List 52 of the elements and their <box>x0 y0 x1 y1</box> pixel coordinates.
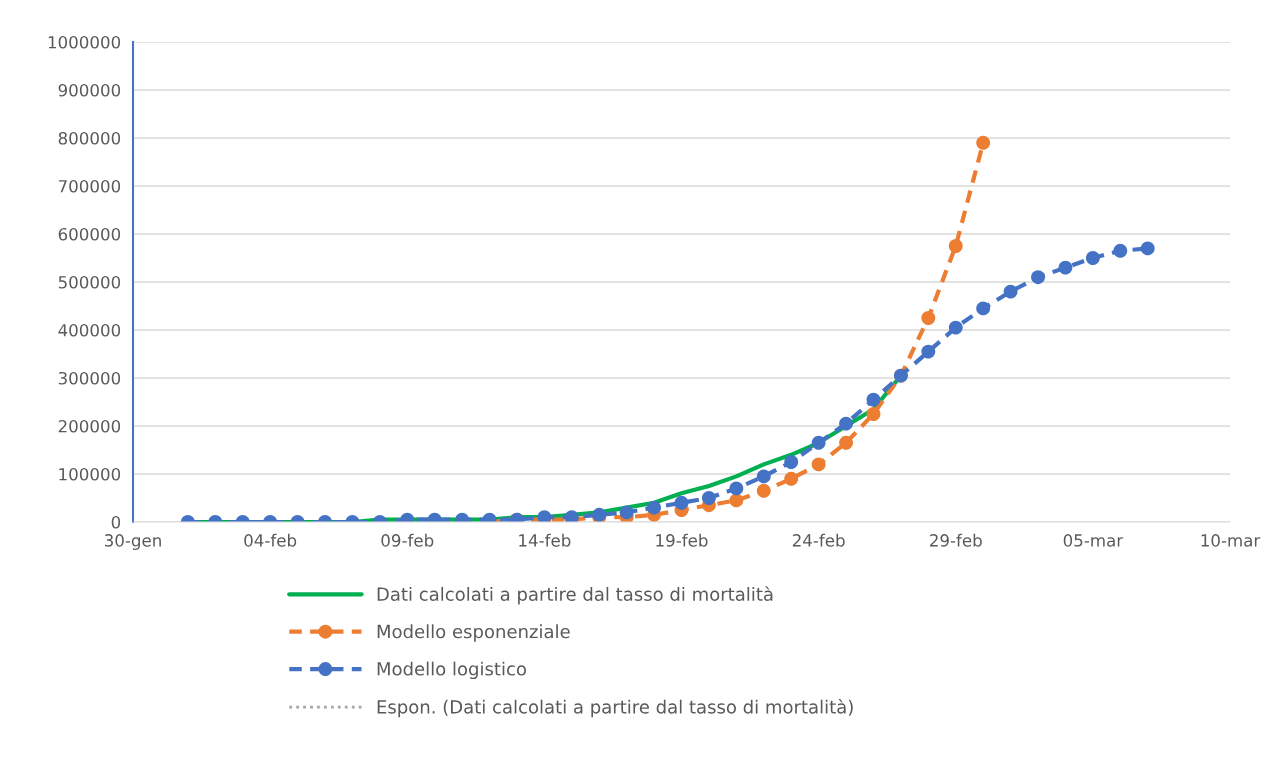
point <box>1140 241 1155 256</box>
y-tick-label: 700000 <box>58 179 121 193</box>
y-tick-label: 0 <box>111 515 121 529</box>
point <box>976 135 991 150</box>
point <box>756 483 771 498</box>
x-tick-label: 10-mar <box>1201 534 1261 547</box>
x-tick-label: 04-feb <box>244 533 297 547</box>
point <box>948 239 963 253</box>
point <box>1058 260 1073 275</box>
point <box>921 311 936 325</box>
point <box>1113 243 1128 258</box>
legend-label: Modello logistico <box>377 661 526 680</box>
point <box>701 491 716 505</box>
point <box>839 416 853 431</box>
x-tick-label: 24-feb <box>792 533 845 547</box>
point <box>976 301 991 316</box>
point <box>784 471 799 486</box>
point <box>1031 270 1045 285</box>
legend-label: Dati calcolati a partire dal tasso di mortalità <box>377 586 773 605</box>
point <box>839 435 853 450</box>
point <box>729 493 744 508</box>
x-tick-label: 29-feb <box>930 533 982 547</box>
point <box>619 505 634 520</box>
point <box>674 495 689 510</box>
point <box>647 500 662 515</box>
point <box>784 455 799 469</box>
y-tick-label: 400000 <box>58 323 121 337</box>
point <box>921 344 936 359</box>
point <box>729 481 744 496</box>
x-tick-label: 05-mar <box>1063 534 1124 547</box>
y-tick-label: 200000 <box>58 419 121 433</box>
legend-label: Modello esponenziale <box>377 624 570 642</box>
x-tick-label: 14-feb <box>519 533 571 547</box>
y-tick-label: 600000 <box>58 227 121 241</box>
point <box>756 469 771 484</box>
point <box>866 407 881 421</box>
point <box>811 457 826 472</box>
y-tick-label: 100000 <box>59 467 121 481</box>
point <box>1003 284 1018 299</box>
point <box>866 392 881 407</box>
x-tick-label: 09-feb <box>381 533 434 547</box>
point <box>811 435 826 450</box>
x-tick-label: 30-gen <box>104 534 161 550</box>
x-tick-label: 19-feb <box>656 533 708 547</box>
y-tick-label: 500000 <box>58 275 121 289</box>
y-tick-label: 900000 <box>58 83 121 97</box>
y-tick-label: 300000 <box>58 371 121 385</box>
y-tick-label: 800000 <box>58 131 121 145</box>
legend-label: Espon. (Dati calcolati a partire dal tasso di mortalità) <box>377 698 853 718</box>
point <box>1085 251 1100 265</box>
y-tick-label: 1000000 <box>48 35 121 49</box>
point <box>948 320 963 335</box>
